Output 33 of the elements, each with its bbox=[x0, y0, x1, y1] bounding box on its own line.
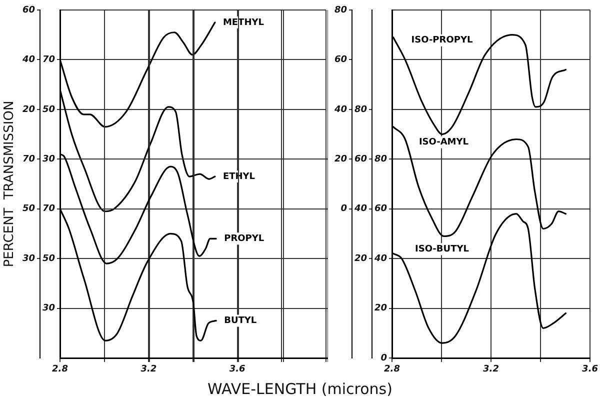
y2-tick-label: 20 bbox=[354, 254, 367, 264]
y2-tick-label: 40 bbox=[353, 204, 367, 214]
y-tick-label: 40 bbox=[21, 55, 35, 66]
y3-tick-label: 40 bbox=[333, 104, 347, 115]
y-axis-title: PERCENT TRANSMISSION bbox=[2, 100, 18, 268]
series-label: ISO-PROPYL bbox=[411, 36, 473, 46]
y-tick-label: 70 bbox=[42, 204, 55, 214]
y-tick-label: 80 bbox=[374, 154, 387, 164]
y3-tick-label: 80 bbox=[334, 5, 347, 16]
y-tick-label: 20 bbox=[374, 304, 387, 314]
x-tick-label: 3.6 bbox=[229, 364, 246, 375]
y-tick-label: 20 bbox=[22, 104, 35, 115]
x-tick-label: 2.8 bbox=[52, 364, 68, 375]
y2-tick-label: 60 bbox=[354, 154, 367, 164]
y-tick-label: 0 bbox=[380, 353, 387, 364]
series-label: BUTYL bbox=[224, 316, 257, 326]
y3-tick-label: 60 bbox=[334, 55, 347, 66]
y-tick-label: 50 bbox=[42, 254, 55, 264]
x-tick-label: 3.2 bbox=[483, 364, 499, 375]
y-tick-label: 60 bbox=[22, 5, 35, 16]
series-label: PROPYL bbox=[224, 234, 264, 244]
y2-tick-label: 80 bbox=[354, 104, 367, 115]
x-tick-label: 3.6 bbox=[582, 364, 598, 375]
series-label: ISO-AMYL bbox=[418, 138, 469, 148]
y-tick-label: 40 bbox=[373, 254, 387, 264]
x-tick-label: 3.2 bbox=[140, 364, 157, 375]
y-tick-label: 60 bbox=[374, 204, 387, 214]
y3-tick-label: 0 bbox=[340, 204, 347, 214]
y3-tick-label: 20 bbox=[334, 154, 347, 164]
y-tick-label: 30 bbox=[42, 304, 55, 314]
x-axis-title: WAVE-LENGTH (microns) bbox=[206, 380, 394, 398]
x-tick-label: 2.8 bbox=[384, 364, 400, 375]
series-label: ISO-BUTYL bbox=[415, 244, 470, 254]
